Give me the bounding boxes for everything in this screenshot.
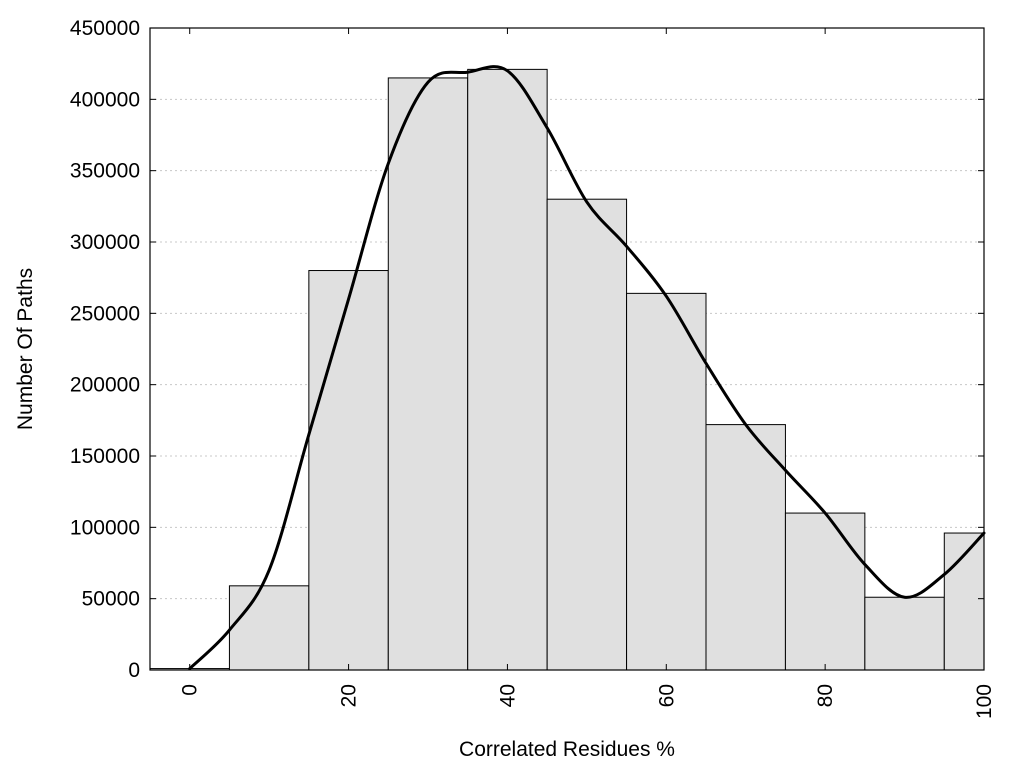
density-curve <box>188 65 986 671</box>
histogram-bar <box>467 68 548 671</box>
x-axis-title: Correlated Residues % <box>459 738 675 761</box>
histogram-bar <box>308 270 389 671</box>
bars <box>149 68 985 671</box>
x-tick-label: 100 <box>973 684 996 719</box>
y-tick-label: 100000 <box>70 516 140 539</box>
histogram-bar <box>626 292 707 671</box>
y-axis-title: Number Of Paths <box>14 268 37 430</box>
histogram-bar <box>784 512 866 671</box>
x-tick-label: 60 <box>655 684 678 707</box>
y-tick-label: 200000 <box>70 374 140 397</box>
histogram-bar <box>387 77 469 671</box>
histogram-bar <box>228 585 310 671</box>
histogram-bar <box>546 198 628 671</box>
y-tick-label: 250000 <box>70 302 140 325</box>
y-axis: 0 50000 100000 150000 200000 250000 300000 3500… <box>70 17 984 682</box>
x-tick-label: 0 <box>179 684 202 696</box>
y-tick-label: 0 <box>128 659 140 682</box>
y-tick-label: 50000 <box>82 588 140 611</box>
x-tick-label: 20 <box>338 684 361 707</box>
histogram-bar <box>864 596 945 671</box>
x-tick-label: 80 <box>814 684 837 707</box>
y-tick-label: 400000 <box>70 88 140 111</box>
plot-frame <box>149 27 985 671</box>
y-tick-label: 300000 <box>70 231 140 254</box>
x-axis: 0 20 40 60 80 100 <box>179 28 996 719</box>
y-tick-label: 450000 <box>70 17 140 40</box>
y-tick-label: 350000 <box>70 160 140 183</box>
density-curve-line <box>188 65 986 671</box>
x-tick-label: 40 <box>496 684 519 707</box>
y-tick-label: 150000 <box>70 445 140 468</box>
histogram-bar <box>705 424 786 671</box>
